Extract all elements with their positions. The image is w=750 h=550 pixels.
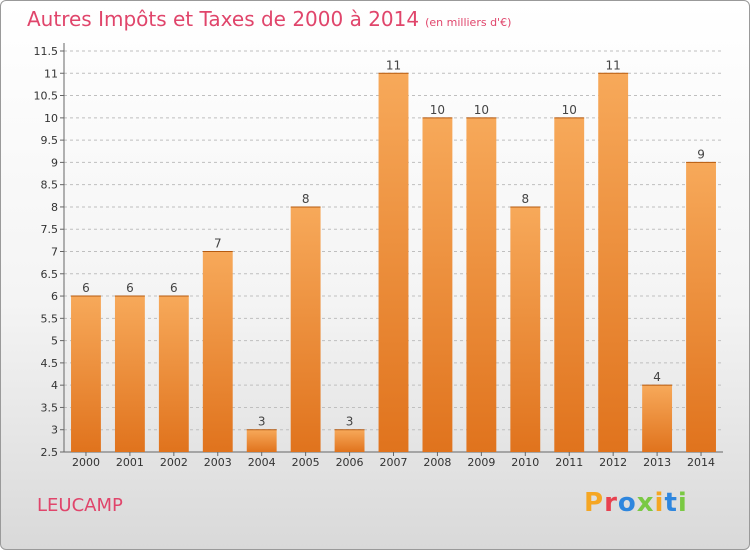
- y-tick-label: 11: [44, 67, 58, 80]
- bar: [71, 296, 101, 452]
- data-label: 6: [170, 281, 178, 295]
- y-tick-label: 7: [51, 246, 58, 259]
- bar: [422, 117, 453, 452]
- x-tick-label: 2009: [467, 456, 495, 469]
- x-tick-label: 2010: [511, 456, 539, 469]
- y-tick-label: 3: [51, 424, 58, 437]
- data-label: 11: [386, 58, 401, 72]
- y-tick-label: 11.5: [34, 45, 59, 58]
- y-tick-label: 6: [51, 290, 58, 303]
- logo-letter: P: [584, 488, 605, 518]
- proxiti-logo: Proxiti: [584, 488, 688, 518]
- logo-letter: i: [677, 488, 688, 518]
- bar: [598, 73, 629, 453]
- data-label: 4: [653, 370, 661, 384]
- y-tick-label: 7.5: [41, 223, 59, 236]
- bar: [246, 429, 277, 452]
- data-label: 6: [126, 281, 134, 295]
- data-label: 6: [82, 281, 90, 295]
- y-tick-label: 8: [51, 201, 58, 214]
- data-label: 7: [214, 237, 222, 251]
- y-tick-label: 2.5: [41, 446, 59, 459]
- logo-letter: t: [664, 488, 678, 518]
- x-tick-label: 2002: [160, 456, 188, 469]
- y-tick-label: 6.5: [41, 268, 59, 281]
- bar: [510, 206, 541, 452]
- x-tick-label: 2014: [687, 456, 715, 469]
- bar: [334, 429, 365, 452]
- x-tick-label: 2008: [423, 456, 451, 469]
- logo-letter: r: [604, 488, 618, 518]
- data-label: 11: [606, 58, 621, 72]
- x-tick-label: 2006: [336, 456, 364, 469]
- title-text: Autres Impôts et Taxes de 2000 à 2014: [27, 7, 420, 31]
- y-tick-label: 4.5: [41, 357, 59, 370]
- bar: [114, 296, 145, 452]
- x-tick-label: 2011: [555, 456, 583, 469]
- y-tick-label: 8.5: [41, 179, 59, 192]
- logo-letter: o: [617, 488, 637, 518]
- x-tick-label: 2012: [599, 456, 627, 469]
- data-label: 10: [474, 103, 489, 117]
- x-tick-label: 2003: [204, 456, 232, 469]
- x-tick-label: 2013: [643, 456, 671, 469]
- y-tick-label: 3.5: [41, 401, 59, 414]
- data-label: 9: [697, 147, 705, 161]
- y-tick-label: 9.5: [41, 134, 59, 147]
- data-label: 10: [562, 103, 577, 117]
- chart-title: Autres Impôts et Taxes de 2000 à 2014 (en…: [27, 7, 511, 31]
- y-tick-label: 5: [51, 335, 58, 348]
- data-label: 8: [521, 192, 529, 206]
- bar: [642, 385, 673, 452]
- x-tick-label: 2000: [72, 456, 100, 469]
- bar: [466, 117, 497, 452]
- y-tick-label: 5.5: [41, 312, 59, 325]
- bar: [158, 296, 189, 452]
- y-tick-label: 9: [51, 156, 58, 169]
- x-tick-label: 2004: [248, 456, 276, 469]
- data-label: 8: [302, 192, 310, 206]
- x-tick-label: 2007: [380, 456, 408, 469]
- bar: [686, 162, 716, 452]
- x-tick-label: 2005: [292, 456, 320, 469]
- bar: [554, 117, 585, 452]
- data-label: 3: [258, 415, 266, 429]
- bar: [378, 73, 409, 453]
- logo-letter: x: [636, 488, 655, 518]
- y-tick-label: 10.5: [34, 90, 59, 103]
- x-tick-label: 2001: [116, 456, 144, 469]
- y-tick-label: 10: [44, 112, 58, 125]
- data-label: 3: [346, 415, 354, 429]
- data-label: 10: [430, 103, 445, 117]
- chart-subtitle: (en milliers d'€): [425, 16, 512, 29]
- place-name: LEUCAMP: [37, 495, 123, 516]
- y-tick-label: 4: [51, 379, 58, 392]
- bar: [202, 251, 233, 452]
- logo-letter: i: [654, 488, 665, 518]
- bar: [290, 206, 321, 452]
